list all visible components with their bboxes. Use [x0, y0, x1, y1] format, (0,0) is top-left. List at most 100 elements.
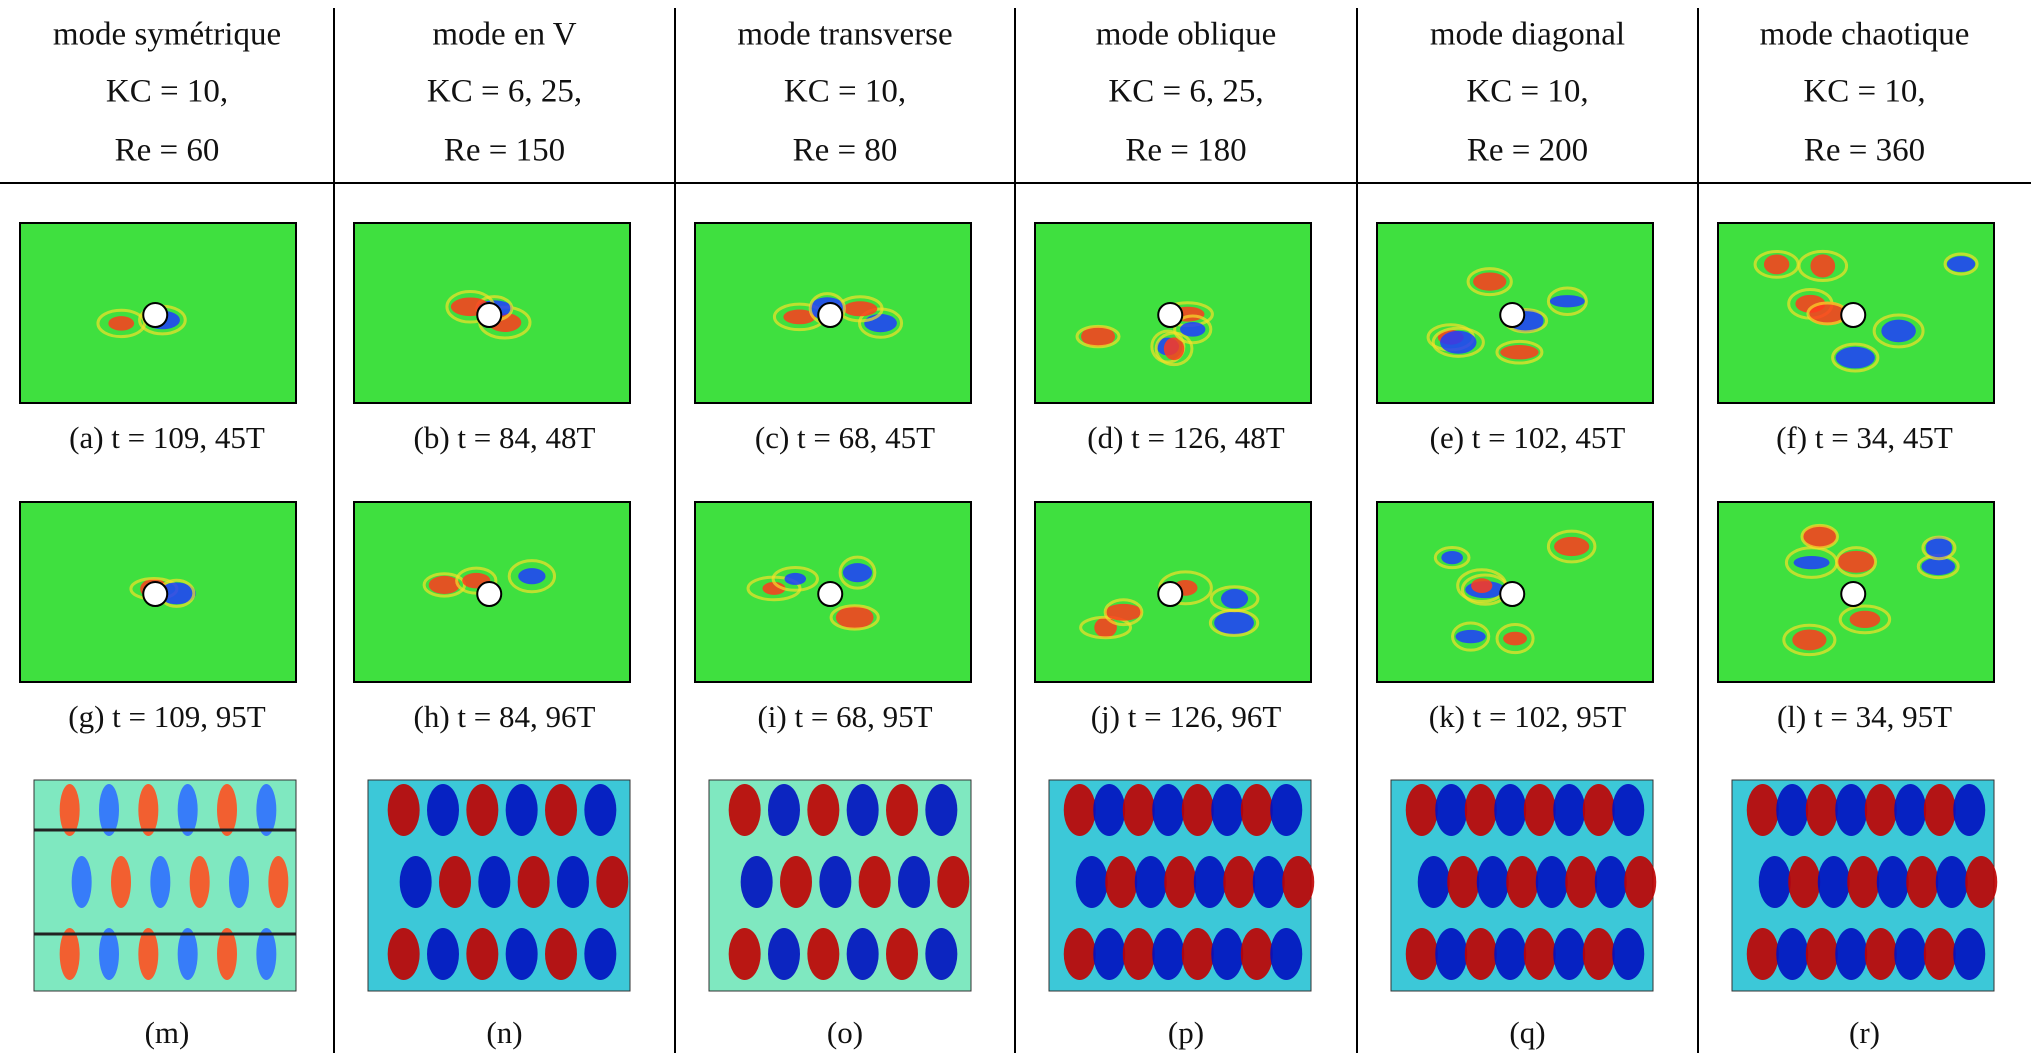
vortex-band [1152, 928, 1184, 980]
vortex [1456, 630, 1486, 643]
vortex [429, 576, 460, 594]
vortex-band [1418, 856, 1450, 908]
vortex-band [439, 856, 471, 908]
vortex-band [1164, 856, 1196, 908]
vortex-band [819, 856, 851, 908]
spatiotemporal-plot [1049, 780, 1314, 991]
vortex [1094, 617, 1117, 637]
vortex [1836, 347, 1875, 369]
vortex-band [886, 784, 918, 836]
vortex-band [1747, 784, 1779, 836]
caption: (a) t = 109, 45T [69, 420, 265, 455]
vortex-band [1583, 784, 1615, 836]
flow-snapshot [695, 502, 971, 682]
vortex [1503, 632, 1527, 646]
vortex-band [807, 784, 839, 836]
kc-value: KC = 10, [784, 74, 906, 110]
vortex-band [1806, 784, 1838, 836]
spatiotemporal-plot [709, 780, 971, 991]
flow-snapshot [1377, 223, 1653, 403]
vortex-band [1553, 928, 1585, 980]
vortex [1473, 272, 1506, 290]
kc-value: KC = 10, [1466, 74, 1588, 110]
vortex-band [847, 928, 879, 980]
caption: (f) t = 34, 45T [1776, 420, 1953, 455]
mode-title: mode oblique [1096, 17, 1277, 53]
vortex-band [1223, 856, 1255, 908]
spatiotemporal-plot [1732, 780, 1997, 991]
caption: (h) t = 84, 96T [414, 699, 596, 734]
vortex-band [1894, 928, 1926, 980]
vortex-band [178, 928, 198, 980]
caption: (c) t = 68, 45T [755, 420, 935, 455]
vortex-band [729, 928, 761, 980]
vortex-band [1865, 784, 1897, 836]
kc-value: KC = 6, 25, [1108, 74, 1263, 110]
vortex-band [859, 856, 891, 908]
re-value: Re = 180 [1125, 133, 1246, 169]
flow-snapshot [1035, 223, 1311, 403]
re-value: Re = 60 [115, 133, 220, 169]
vortex-band [1624, 856, 1656, 908]
vortex-band [729, 784, 761, 836]
vortex-band [898, 856, 930, 908]
vortex-band [1877, 856, 1909, 908]
vortex [1792, 629, 1826, 650]
cylinder [1841, 582, 1865, 606]
vortex-band [217, 784, 237, 836]
vortex-band [1406, 784, 1438, 836]
vortex-band [256, 784, 276, 836]
caption: (r) [1849, 1015, 1880, 1050]
vortex-band [1835, 928, 1867, 980]
cylinder [477, 303, 501, 327]
caption: (j) t = 126, 96T [1091, 699, 1282, 734]
vortex-band [1865, 928, 1897, 980]
vortex-band [1406, 928, 1438, 980]
vortex-band [925, 784, 957, 836]
vortex-band [1776, 784, 1808, 836]
vortex-band [1924, 928, 1956, 980]
vortex-band [72, 856, 92, 908]
vortex-band [847, 784, 879, 836]
mode-title: mode chaotique [1760, 17, 1970, 53]
vortex-band [1847, 856, 1879, 908]
vortex-band [1759, 856, 1791, 908]
vortex-band [1241, 928, 1273, 980]
flow-snapshot [354, 223, 630, 403]
cylinder [1841, 303, 1865, 327]
vortex-band [1123, 784, 1155, 836]
vortex [1214, 611, 1254, 634]
vortex-band [1924, 784, 1956, 836]
vortex [1810, 254, 1835, 277]
caption: (b) t = 84, 48T [414, 420, 596, 455]
spatiotemporal-plot [1391, 780, 1656, 991]
vortex-band [768, 784, 800, 836]
vortex [1764, 254, 1789, 274]
vortex-band [256, 928, 276, 980]
vortex [1221, 589, 1248, 608]
flow-snapshot [1035, 502, 1311, 682]
vortex-band [99, 784, 119, 836]
vortex [1441, 551, 1463, 564]
vortex-band [506, 784, 538, 836]
vortex-band [1093, 928, 1125, 980]
vortex [1947, 256, 1975, 272]
vortex-band [768, 928, 800, 980]
vortex-band [1776, 928, 1808, 980]
vortex-band [229, 856, 249, 908]
flow-snapshot [1718, 502, 1994, 682]
vortex-band [1211, 928, 1243, 980]
vortex-band [1093, 784, 1125, 836]
vortex [1837, 551, 1875, 573]
vortex-band [1524, 928, 1556, 980]
vortex-band [1524, 784, 1556, 836]
flow-snapshot [20, 223, 296, 403]
vortex-band [807, 928, 839, 980]
vortex-band [741, 856, 773, 908]
vortex-band [1936, 856, 1968, 908]
vortex-band [1282, 856, 1314, 908]
caption: (q) [1509, 1015, 1545, 1050]
vortex-band [138, 784, 158, 836]
flow-snapshot [695, 223, 971, 403]
vortex-band [596, 856, 628, 908]
